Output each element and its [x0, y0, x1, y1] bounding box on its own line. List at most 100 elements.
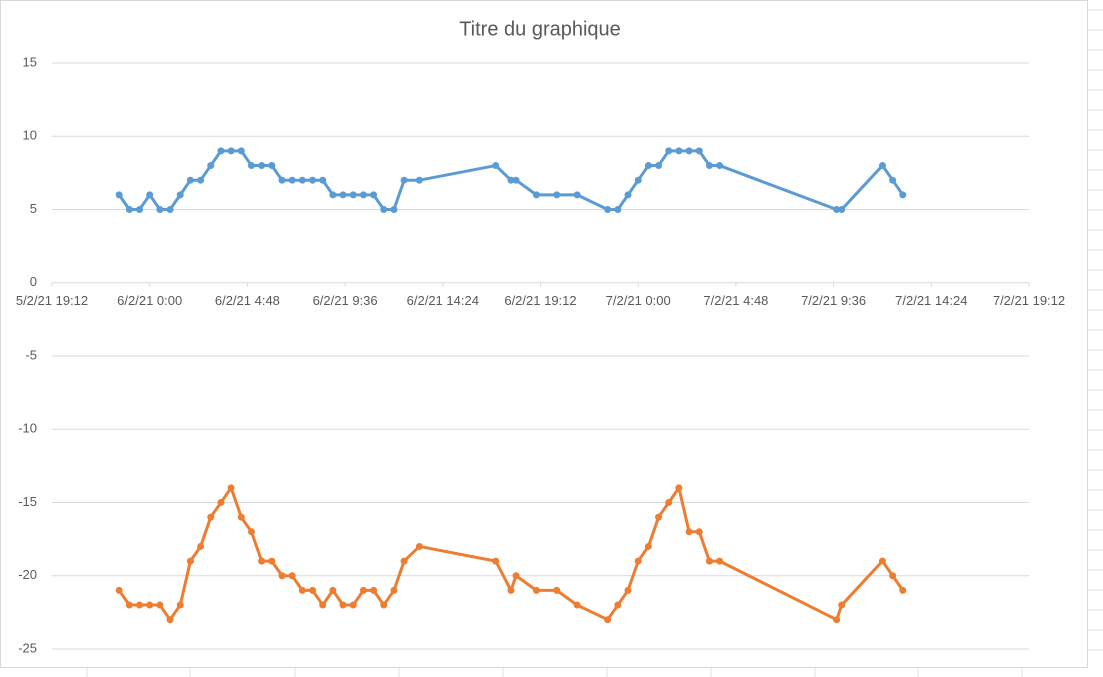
data-point	[553, 191, 561, 199]
data-point	[339, 191, 347, 199]
data-point	[899, 586, 907, 594]
x-tick-label: 7/2/21 19:12	[993, 293, 1065, 308]
data-point	[532, 586, 540, 594]
data-point	[329, 191, 337, 199]
data-point	[217, 147, 225, 155]
data-point	[349, 191, 357, 199]
data-point	[415, 542, 423, 550]
data-point	[166, 206, 174, 213]
data-point	[573, 601, 581, 609]
data-point	[644, 542, 652, 550]
data-point	[268, 162, 276, 170]
data-point	[655, 162, 663, 170]
data-point	[197, 176, 205, 184]
data-point	[115, 191, 123, 199]
x-tick-label: 6/2/21 0:00	[117, 293, 182, 308]
data-point	[156, 206, 164, 213]
data-point	[665, 147, 673, 155]
data-point	[298, 176, 306, 184]
y-tick-label: 0	[30, 274, 37, 289]
data-point	[899, 191, 907, 199]
chart-title: Titre du graphique	[459, 18, 621, 40]
data-point	[390, 586, 398, 594]
data-point	[166, 616, 174, 624]
data-point	[339, 601, 347, 609]
data-point	[349, 601, 357, 609]
x-tick-label: 5/2/21 19:12	[16, 293, 88, 308]
data-point	[400, 176, 408, 184]
data-point	[136, 206, 144, 213]
data-point	[889, 572, 897, 580]
y-tick-label: -5	[25, 347, 37, 362]
x-tick-label: 6/2/21 14:24	[407, 293, 479, 308]
y-tick-label: 10	[23, 128, 37, 143]
y-tick-label: 15	[23, 54, 37, 69]
data-point	[675, 484, 683, 492]
x-tick-label: 7/2/21 14:24	[895, 293, 967, 308]
data-point	[655, 513, 663, 521]
data-point	[268, 557, 276, 565]
data-point	[512, 572, 520, 580]
data-point	[176, 601, 184, 609]
data-point	[532, 191, 540, 199]
data-point	[634, 557, 642, 565]
spreadsheet-grid	[86, 9, 1103, 677]
data-point	[695, 528, 703, 536]
data-point	[838, 206, 846, 213]
data-point	[258, 557, 266, 565]
data-point	[247, 528, 255, 536]
data-point	[319, 601, 327, 609]
data-point	[156, 601, 164, 609]
y-tick-label: -20	[18, 567, 37, 582]
data-point	[492, 557, 500, 565]
data-point	[685, 147, 693, 155]
data-point	[227, 484, 235, 492]
data-point	[838, 601, 846, 609]
data-point	[665, 499, 673, 506]
x-tick-label: 6/2/21 9:36	[313, 293, 378, 308]
data-point	[319, 176, 327, 184]
data-point	[258, 162, 266, 170]
data-point	[359, 191, 367, 199]
data-point	[370, 586, 378, 594]
data-point	[833, 616, 841, 624]
data-point	[197, 542, 205, 550]
data-point	[288, 176, 296, 184]
x-tick-label: 7/2/21 9:36	[801, 293, 866, 308]
data-point	[288, 572, 296, 580]
data-point	[309, 176, 317, 184]
data-point	[207, 513, 215, 521]
y-tick-label: -25	[18, 640, 37, 655]
y-tick-label: -15	[18, 494, 37, 509]
data-point	[136, 601, 144, 609]
data-point	[146, 601, 154, 609]
data-point	[125, 206, 133, 213]
data-point	[624, 191, 632, 199]
data-point	[329, 586, 337, 594]
data-point	[624, 586, 632, 594]
data-point	[614, 206, 622, 213]
data-point	[878, 557, 886, 565]
data-point	[380, 206, 388, 213]
data-point	[309, 586, 317, 594]
data-point	[227, 147, 235, 155]
data-point	[573, 191, 581, 199]
data-point	[146, 191, 154, 199]
x-tick-label: 7/2/21 0:00	[606, 293, 671, 308]
data-point	[278, 176, 286, 184]
data-point	[400, 557, 408, 565]
data-point	[176, 191, 184, 199]
data-point	[492, 162, 500, 170]
data-point	[237, 147, 245, 155]
data-point	[634, 176, 642, 184]
data-point	[716, 557, 724, 565]
data-point	[833, 206, 841, 213]
data-point	[716, 162, 724, 170]
data-point	[359, 586, 367, 594]
data-point	[278, 572, 286, 580]
y-tick-label: -10	[18, 421, 37, 436]
data-point	[115, 586, 123, 594]
data-point	[512, 176, 520, 184]
x-tick-label: 6/2/21 19:12	[504, 293, 576, 308]
